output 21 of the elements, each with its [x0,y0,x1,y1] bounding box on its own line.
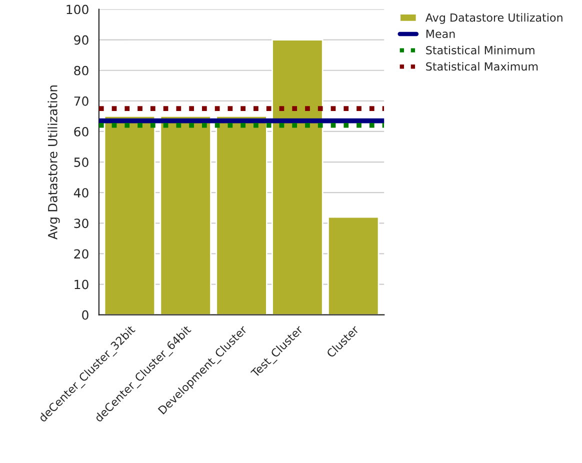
y-tick-label: 50 [74,158,88,167]
bar [328,216,380,315]
y-tick-label: 100 [66,4,88,14]
legend-label: Avg Datastore Utilization [425,13,562,24]
legend-label: Mean [426,30,455,38]
y-tick-label: 10 [74,280,88,290]
bar [104,116,156,315]
y-tick-label: 40 [74,188,88,198]
y-tick-label: 30 [74,218,88,228]
bar [272,39,324,315]
legend-label: Statistical Minimum [426,46,534,54]
y-tick-label: 20 [74,249,88,259]
bar [160,116,212,315]
y-tick-label: 90 [74,35,88,45]
y-tick-label: 0 [82,310,88,320]
y-tick-label: 60 [74,126,88,136]
y-axis-title: Avg Datastore Utilization [48,86,60,240]
legend-label: Statistical Maximum [426,62,538,71]
y-tick-label: 70 [74,96,88,106]
bar [216,116,268,315]
y-tick-label: 80 [74,66,88,76]
